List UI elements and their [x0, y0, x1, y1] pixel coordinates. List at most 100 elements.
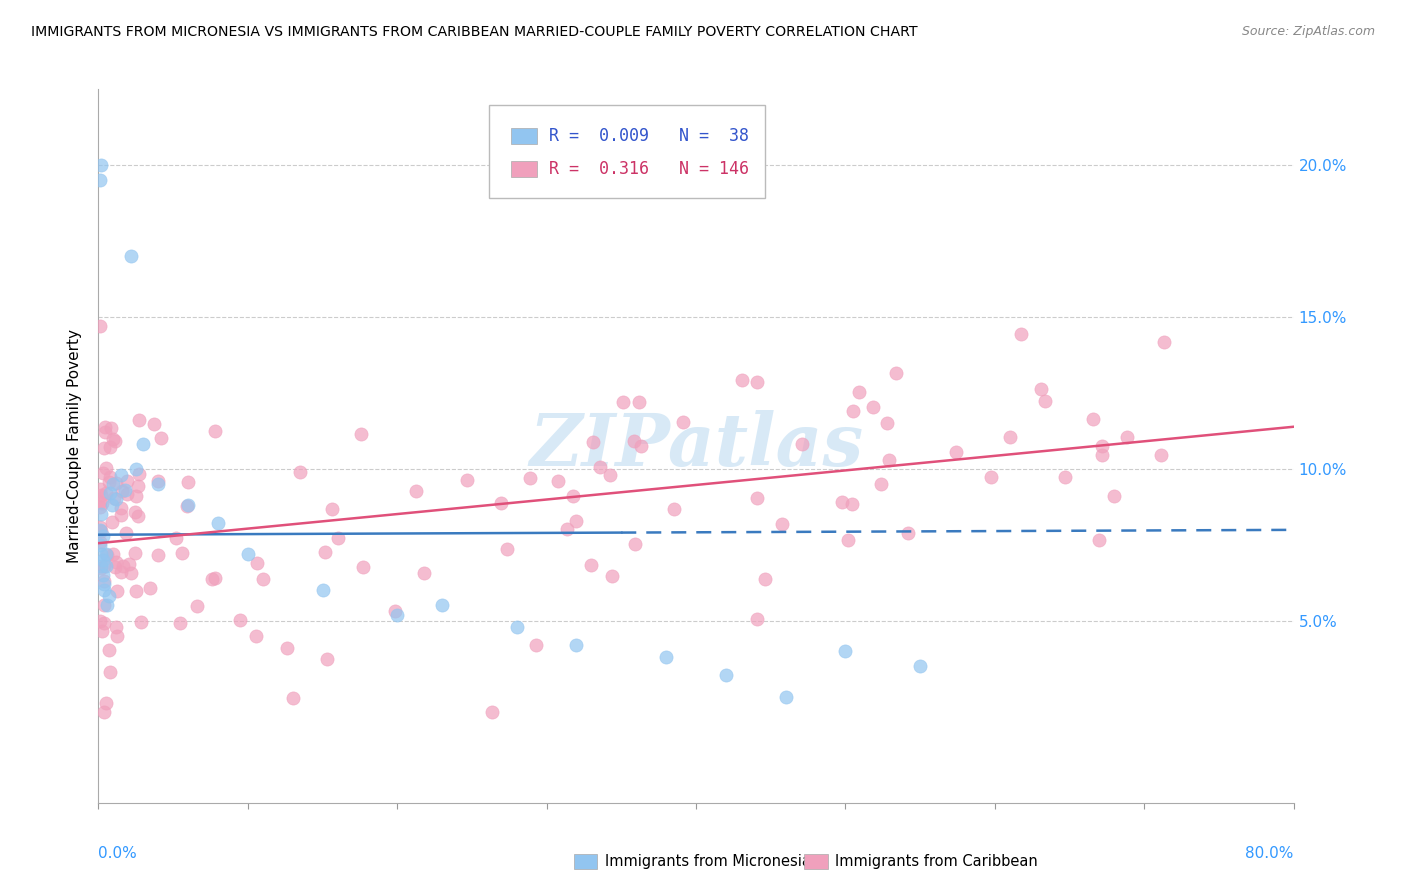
Point [876, 416, 898, 430]
Point [565, 638, 588, 652]
Point [89, 495, 111, 509]
Point [228, 613, 250, 627]
Text: IMMIGRANTS FROM MICRONESIA VS IMMIGRANTS FROM CARIBBEAN MARRIED-COUPLE FAMILY PO: IMMIGRANTS FROM MICRONESIA VS IMMIGRANTS… [31, 25, 918, 39]
Point [321, 501, 343, 516]
Point [105, 620, 128, 634]
Point [94, 558, 117, 573]
Point [519, 471, 541, 485]
Point [96, 696, 118, 710]
Point [562, 490, 585, 504]
Text: Immigrants from Micronesia: Immigrants from Micronesia [605, 854, 810, 869]
Point [745, 491, 768, 505]
Point [731, 373, 754, 387]
Point [93, 705, 115, 719]
Point [128, 413, 150, 427]
FancyBboxPatch shape [510, 128, 537, 145]
Point [97, 590, 120, 604]
Point [112, 559, 135, 574]
Point [93, 441, 115, 455]
Point [129, 615, 152, 630]
Point [125, 489, 148, 503]
Point [125, 462, 148, 476]
Point [120, 249, 142, 263]
Point [93, 574, 115, 589]
Point [110, 565, 132, 579]
Point [831, 494, 853, 508]
Point [172, 546, 194, 560]
Point [877, 453, 900, 467]
Point [110, 501, 132, 516]
Point [89, 520, 111, 534]
Point [252, 572, 274, 586]
Point [246, 557, 269, 571]
Point [94, 419, 117, 434]
Point [627, 394, 650, 409]
Point [770, 516, 793, 531]
Point [1102, 489, 1125, 503]
Point [1053, 470, 1076, 484]
Point [1087, 533, 1109, 547]
Point [138, 581, 160, 595]
FancyBboxPatch shape [489, 105, 765, 198]
Point [93, 598, 115, 612]
Point [623, 434, 645, 448]
Point [127, 479, 149, 493]
Point [96, 461, 118, 475]
Point [90, 624, 112, 638]
Point [90, 558, 112, 573]
Point [834, 644, 856, 658]
Point [110, 508, 132, 523]
Point [506, 620, 529, 634]
Point [90, 561, 112, 575]
Point [115, 487, 138, 501]
Point [204, 571, 226, 585]
Point [101, 498, 124, 512]
Point [115, 474, 138, 488]
Point [90, 547, 112, 561]
Point [405, 483, 427, 498]
Point [655, 650, 678, 665]
Point [89, 614, 111, 628]
Point [315, 652, 337, 666]
Point [1033, 393, 1056, 408]
Point [524, 638, 547, 652]
Point [945, 445, 967, 459]
Point [96, 486, 118, 500]
Point [94, 425, 117, 439]
Point [176, 499, 198, 513]
Point [412, 566, 434, 580]
Point [245, 629, 267, 643]
Point [1091, 449, 1114, 463]
Point [281, 690, 304, 705]
Point [125, 584, 148, 599]
Point [89, 500, 111, 515]
Point [93, 577, 115, 591]
Point [105, 555, 128, 569]
Point [114, 483, 136, 497]
Point [91, 553, 114, 567]
Point [624, 537, 647, 551]
Point [142, 417, 165, 431]
Point [1116, 430, 1139, 444]
Point [1029, 382, 1052, 396]
Point [132, 437, 155, 451]
Point [1150, 449, 1173, 463]
Point [90, 508, 112, 522]
Point [94, 547, 117, 561]
Point [91, 528, 114, 542]
Point [579, 558, 602, 572]
Point [98, 475, 121, 490]
Text: ZIPatlas: ZIPatlas [529, 410, 863, 482]
Point [89, 535, 111, 549]
Point [897, 525, 920, 540]
Point [1091, 439, 1114, 453]
Point [89, 538, 111, 552]
Point [349, 427, 371, 442]
Point [456, 473, 478, 487]
Point [842, 403, 865, 417]
Point [582, 434, 605, 449]
Point [93, 615, 115, 630]
Point [186, 599, 208, 613]
Point [714, 668, 737, 682]
Point [602, 569, 624, 583]
